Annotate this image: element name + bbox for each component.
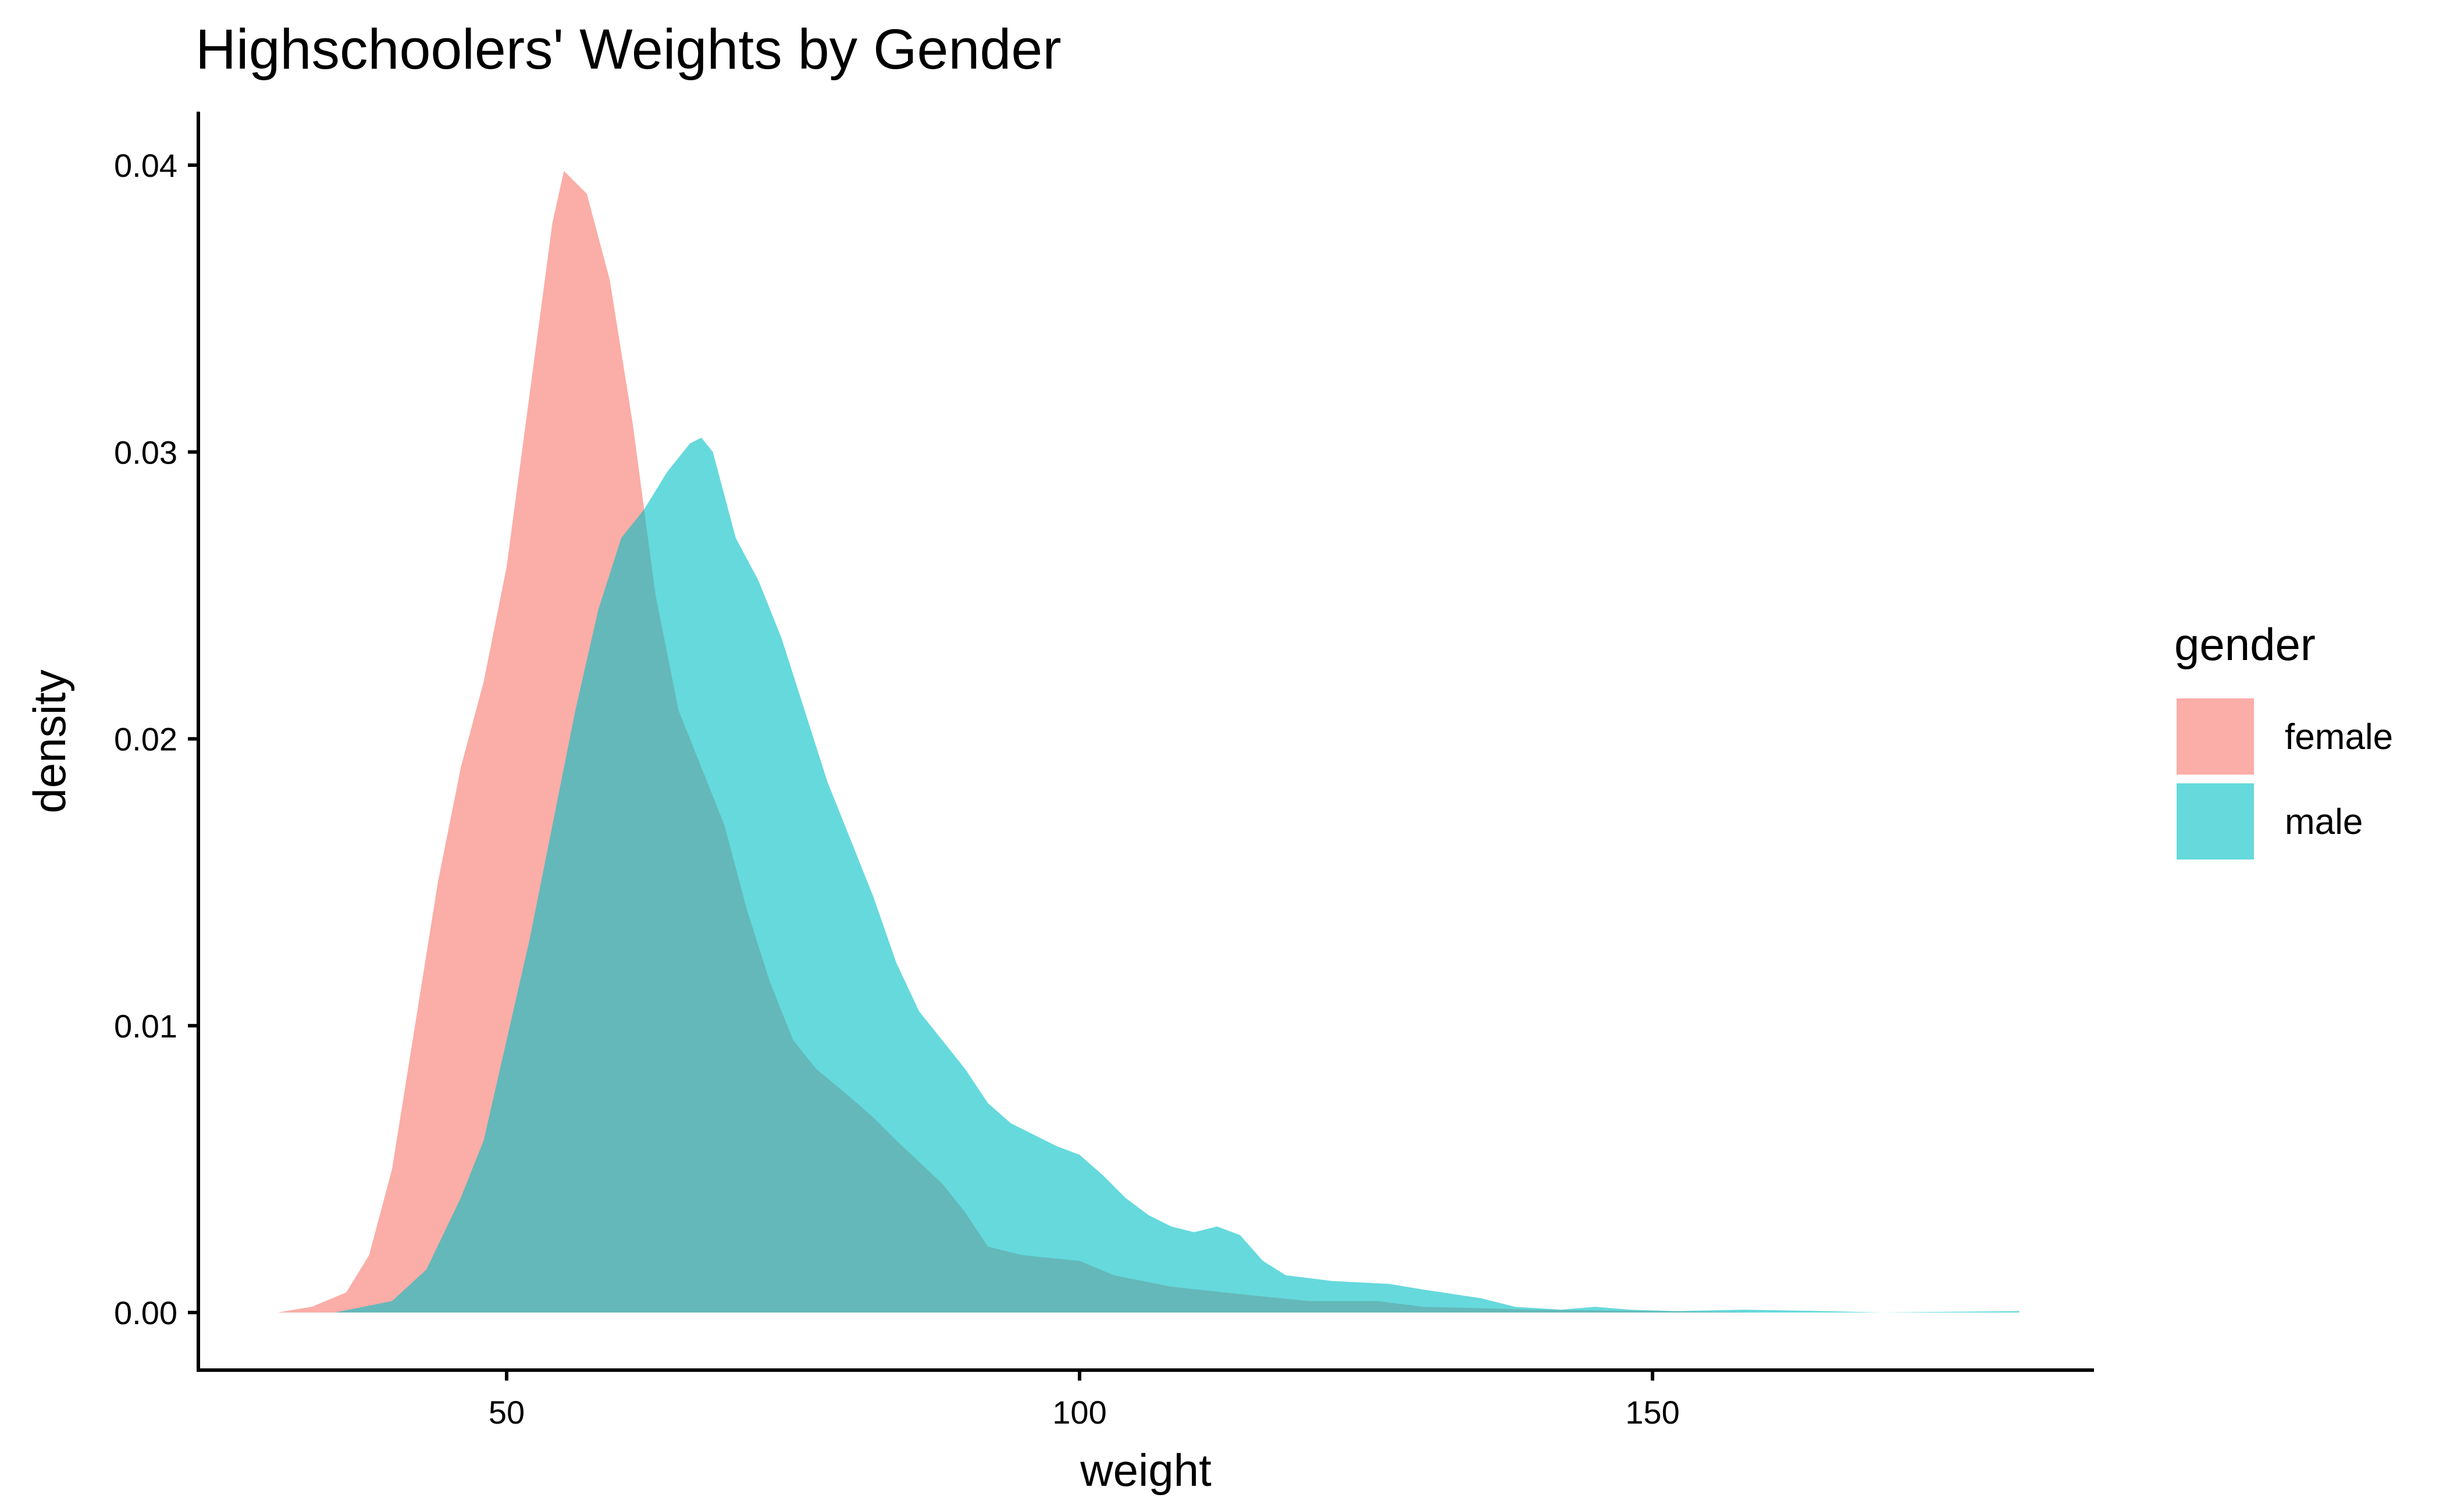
x-axis-ticks: 50 100 150: [489, 1370, 1680, 1431]
y-tick-label: 0.00: [114, 1295, 177, 1331]
chart-title: Highschoolers' Weights by Gender: [195, 17, 1062, 81]
y-tick-label: 0.02: [114, 721, 177, 758]
y-axis-label: density: [24, 669, 75, 813]
density-area-male: [334, 437, 2020, 1313]
legend-label-male: male: [2285, 802, 2363, 842]
x-tick-label: 150: [1625, 1394, 1679, 1431]
legend-key-male: [2177, 783, 2254, 860]
legend-label-female: female: [2285, 717, 2393, 757]
y-tick-label: 0.03: [114, 434, 177, 470]
legend: gender female male: [2174, 619, 2393, 860]
y-tick-label: 0.04: [114, 147, 177, 184]
x-tick-label: 100: [1052, 1394, 1106, 1431]
x-axis-label: weight: [1080, 1445, 1212, 1496]
y-tick-label: 0.01: [114, 1008, 177, 1044]
legend-key-female: [2177, 698, 2254, 775]
plot-areas: [277, 170, 2020, 1313]
x-tick-label: 50: [489, 1394, 525, 1431]
y-axis-ticks: 0.00 0.01 0.02 0.03 0.04: [114, 147, 198, 1331]
legend-title: gender: [2174, 619, 2316, 670]
